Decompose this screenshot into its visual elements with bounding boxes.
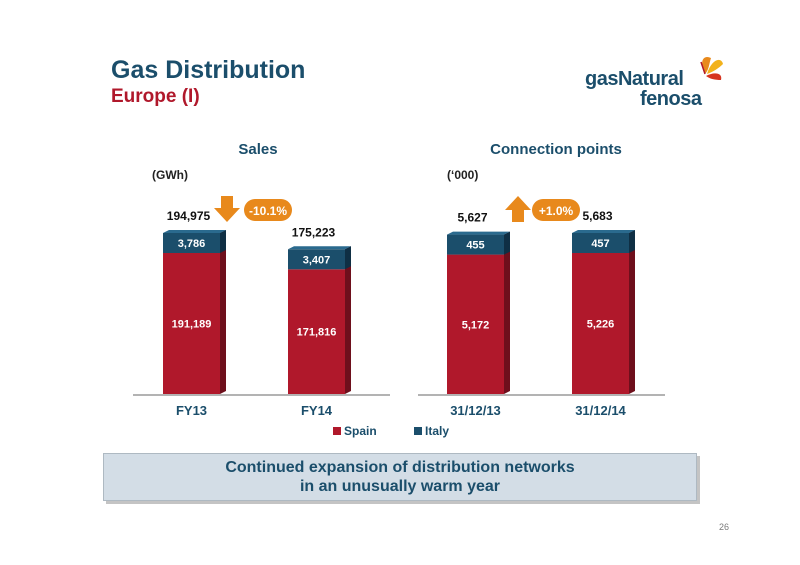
bar-top xyxy=(572,230,635,233)
bar-top xyxy=(163,230,226,233)
category-label: 31/12/14 xyxy=(575,403,626,418)
legend-label-spain: Spain xyxy=(344,424,377,438)
data-label-spain: 5,226 xyxy=(587,319,615,331)
legend-swatch-italy xyxy=(414,427,422,435)
bar-side xyxy=(629,230,635,394)
company-logo: gasNatural fenosa xyxy=(585,52,730,112)
chart-title: Sales xyxy=(238,141,277,158)
total-label: 5,627 xyxy=(457,211,487,225)
chart-unit-label: (‘000) xyxy=(447,168,478,182)
data-label-spain: 191,189 xyxy=(172,319,212,331)
page-title: Gas Distribution xyxy=(111,56,306,84)
bar-italy xyxy=(572,233,629,253)
data-label-italy: 3,786 xyxy=(178,238,206,250)
bar-spain xyxy=(288,269,345,394)
bar-spain xyxy=(447,254,504,394)
bar-side-italy xyxy=(220,230,226,253)
page-subtitle: Europe (I) xyxy=(111,86,200,107)
bar-top xyxy=(288,246,351,250)
bar-italy xyxy=(163,233,220,253)
change-label: -10.1% xyxy=(249,204,287,218)
bar-top xyxy=(447,231,510,235)
arrow-up-icon xyxy=(505,196,531,222)
bar-side-italy xyxy=(629,230,635,253)
category-label: FY13 xyxy=(176,403,207,418)
bar-side xyxy=(345,246,351,394)
data-label-spain: 171,816 xyxy=(297,327,337,339)
bar-spain xyxy=(163,253,220,394)
change-badge xyxy=(532,199,580,221)
charts-area: Sales (GWh) 3,786 191,189 194,975 FY13 3,407 17… xyxy=(133,141,665,438)
change-badge xyxy=(244,199,292,221)
data-label-italy: 457 xyxy=(591,238,609,250)
bar-side-italy xyxy=(504,231,510,255)
banner-line-2: in an unusually warm year xyxy=(299,478,501,495)
change-label: +1.0% xyxy=(539,204,574,218)
bar-side-italy xyxy=(345,246,351,270)
bar-italy xyxy=(288,249,345,270)
bar-side xyxy=(504,231,510,394)
summary-banner: Continued expansion of distribution netw… xyxy=(103,453,697,501)
bar-spain xyxy=(572,253,629,394)
arrow-down-icon xyxy=(214,196,240,222)
data-label-spain: 5,172 xyxy=(462,319,490,331)
logo-text-fenosa: fenosa xyxy=(640,88,702,110)
banner-line-1: Continued expansion of distribution netw… xyxy=(225,459,575,476)
legend-swatch-spain xyxy=(333,427,341,435)
total-label: 5,683 xyxy=(582,209,612,223)
category-label: FY14 xyxy=(301,403,333,418)
total-label: 194,975 xyxy=(167,209,211,223)
bar-side xyxy=(220,230,226,394)
data-label-italy: 3,407 xyxy=(303,254,331,266)
chart-title: Connection points xyxy=(490,141,622,158)
legend-label-italy: Italy xyxy=(425,424,449,438)
total-label: 175,223 xyxy=(292,225,336,239)
bar-italy xyxy=(447,234,504,255)
butterfly-icon xyxy=(700,56,723,80)
logo-text-gasnatural: gasNatural xyxy=(585,68,684,90)
data-label-italy: 455 xyxy=(466,240,484,252)
page-number: 26 xyxy=(719,522,730,532)
category-label: 31/12/13 xyxy=(450,403,501,418)
chart-unit-label: (GWh) xyxy=(152,168,188,182)
